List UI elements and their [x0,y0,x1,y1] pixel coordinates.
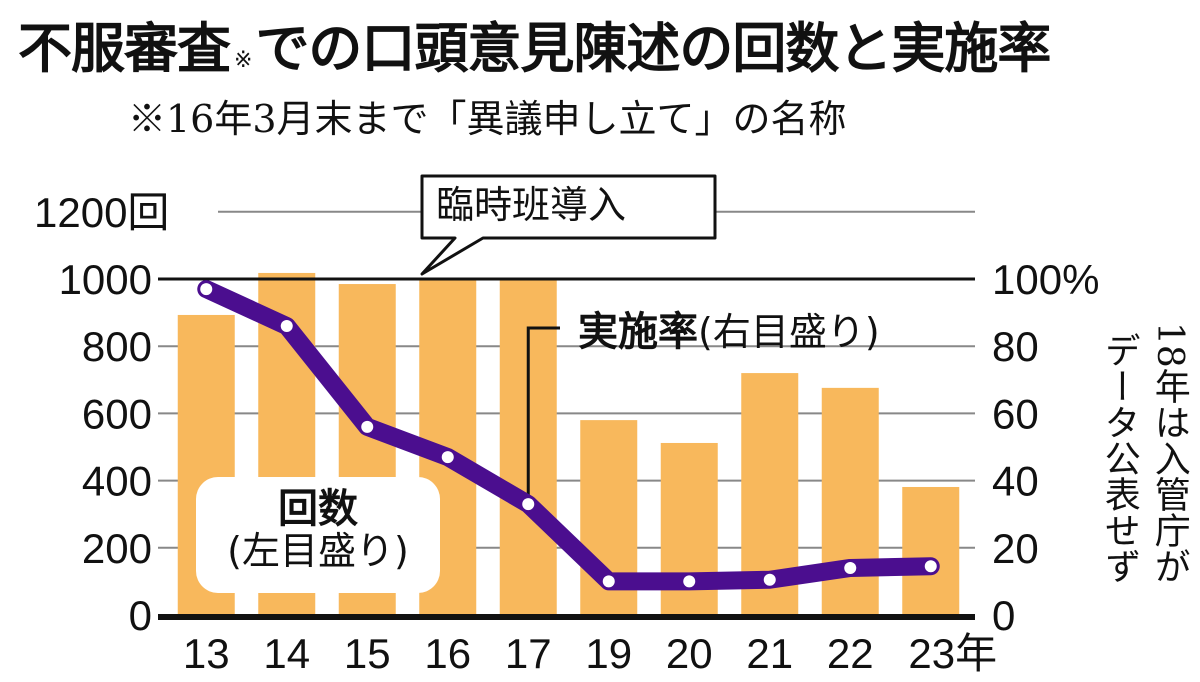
rate-marker-19 [602,575,615,588]
x-tick-label: 23年 [908,630,997,677]
x-tick-label: 16 [424,630,471,677]
rate-marker-21 [763,573,776,586]
x-tick-label: 15 [344,630,391,677]
rate-label-bold: 実施率 [578,309,698,355]
rate-marker-15 [361,420,374,433]
rate-legend-label: 実施率(右目盛り) [578,312,880,352]
left-tick-label: 600 [82,390,152,437]
x-tick-label: 14 [263,630,310,677]
x-tick-label: 13 [183,630,230,677]
count-label-note: (左目盛り) [227,529,409,573]
right-tick-label: 0 [992,592,1015,639]
right-tick-label: 40 [992,458,1039,505]
right-tick-label: 60 [992,390,1039,437]
left-tick-label: 0 [129,592,152,639]
right-tick-label: 20 [992,525,1039,572]
count-legend-box: 回数 (左目盛り) [196,477,440,593]
rate-marker-16 [441,451,454,464]
right-tick-label: 100% [992,256,1099,303]
rate-marker-20 [683,575,696,588]
title-part-1: 不服審査 [18,17,231,80]
x-tick-label: 17 [505,630,552,677]
side-note-col2: データ公表せず [1098,332,1140,584]
right-tick-label: 80 [992,323,1039,370]
rate-line [197,280,940,591]
left-tick-label: 400 [82,458,152,505]
chart-title: 不服審査 ※での口頭意見陳述の回数と実施率 [18,22,1051,76]
rate-marker-13 [200,283,213,296]
left-tick-label: 1200回 [34,189,169,236]
chart-subtitle: ※16年3月末まで「異議申し立て」の名称 [128,97,847,141]
callout-temporary-team: 臨時班導入 [420,174,718,276]
x-tick-label: 22 [827,630,874,677]
title-note-mark: ※ [234,48,252,73]
x-tick-label: 19 [585,630,632,677]
rate-leader-line [526,326,560,497]
title-part-2: での口頭意見陳述の回数と実施率 [255,17,1051,80]
left-tick-label: 1000 [59,256,152,303]
x-tick-label: 21 [746,630,793,677]
x-tick-label: 20 [666,630,713,677]
left-tick-label: 200 [82,525,152,572]
rate-marker-14 [280,320,293,333]
rate-label-note: (右目盛り) [698,310,880,354]
count-label-bold: 回数 [278,486,358,532]
rate-marker-17 [522,498,535,511]
rate-marker-22 [844,561,857,574]
bar-23 [902,486,960,615]
bar-22 [821,387,879,615]
left-tick-label: 800 [82,323,152,370]
callout-bubble-shape [420,174,717,276]
side-note-col1: 18年は入管庁が [1148,322,1190,584]
rate-marker-23 [924,560,937,573]
callout-text: 臨時班導入 [436,183,627,227]
